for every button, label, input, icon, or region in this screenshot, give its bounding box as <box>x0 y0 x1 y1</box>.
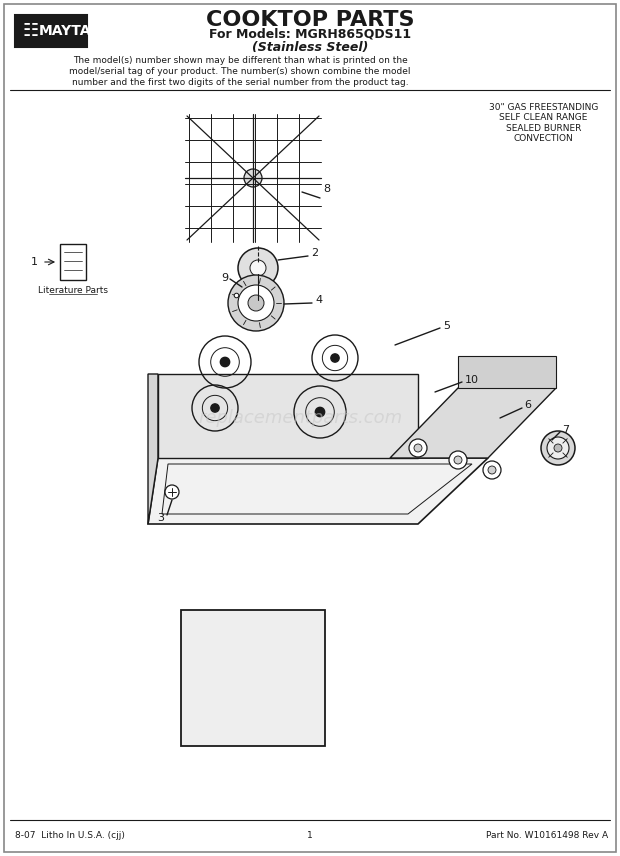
Circle shape <box>165 485 179 499</box>
Text: 30" GAS FREESTANDING
SELF CLEAN RANGE
SEALED BURNER
CONVECTION: 30" GAS FREESTANDING SELF CLEAN RANGE SE… <box>489 103 598 143</box>
Circle shape <box>211 404 219 412</box>
Circle shape <box>250 260 266 276</box>
Text: 7: 7 <box>562 425 569 435</box>
Text: number and the first two digits of the serial number from the product tag.: number and the first two digits of the s… <box>72 78 409 86</box>
Bar <box>15 15 87 47</box>
Text: The model(s) number shown may be different than what is printed on the: The model(s) number shown may be differe… <box>73 56 407 64</box>
Circle shape <box>488 466 496 474</box>
Circle shape <box>409 439 427 457</box>
Text: 4: 4 <box>315 295 322 305</box>
Circle shape <box>316 407 325 417</box>
Text: (Stainless Steel): (Stainless Steel) <box>252 40 368 54</box>
Circle shape <box>238 285 274 321</box>
Text: 1: 1 <box>31 257 38 267</box>
Circle shape <box>244 169 262 187</box>
Text: 3: 3 <box>157 513 164 523</box>
Circle shape <box>483 461 501 479</box>
Text: For Models: MGRH865QDS11: For Models: MGRH865QDS11 <box>209 27 411 40</box>
Text: 8-07  Litho In U.S.A. (cjj): 8-07 Litho In U.S.A. (cjj) <box>15 831 125 841</box>
Polygon shape <box>181 610 325 746</box>
Circle shape <box>248 295 264 311</box>
Circle shape <box>228 275 284 331</box>
Polygon shape <box>148 458 488 524</box>
Circle shape <box>331 354 339 362</box>
Circle shape <box>554 444 562 452</box>
Text: 10: 10 <box>465 375 479 385</box>
Circle shape <box>547 437 569 459</box>
Text: 2: 2 <box>311 248 318 258</box>
Polygon shape <box>458 356 556 388</box>
Circle shape <box>449 451 467 469</box>
Text: 5: 5 <box>443 321 450 331</box>
Polygon shape <box>148 374 158 524</box>
Circle shape <box>414 444 422 452</box>
Text: ☷: ☷ <box>23 22 39 40</box>
Text: 1: 1 <box>307 831 313 841</box>
Circle shape <box>238 248 278 288</box>
Polygon shape <box>390 388 556 458</box>
Text: 8: 8 <box>323 184 330 194</box>
Circle shape <box>454 456 462 464</box>
Text: Part No. W10161498 Rev A: Part No. W10161498 Rev A <box>486 831 608 841</box>
Text: Literature Parts: Literature Parts <box>38 286 108 294</box>
Bar <box>60 244 86 280</box>
Text: replacementparts.com: replacementparts.com <box>198 409 402 427</box>
Text: 6: 6 <box>524 400 531 410</box>
Circle shape <box>220 357 229 366</box>
Text: model/serial tag of your product. The number(s) shown combine the model: model/serial tag of your product. The nu… <box>69 67 410 75</box>
Text: MAYTAG: MAYTAG <box>39 24 103 38</box>
Circle shape <box>541 431 575 465</box>
Polygon shape <box>158 374 418 458</box>
Text: 9: 9 <box>221 273 228 283</box>
Text: COOKTOP PARTS: COOKTOP PARTS <box>206 10 414 30</box>
